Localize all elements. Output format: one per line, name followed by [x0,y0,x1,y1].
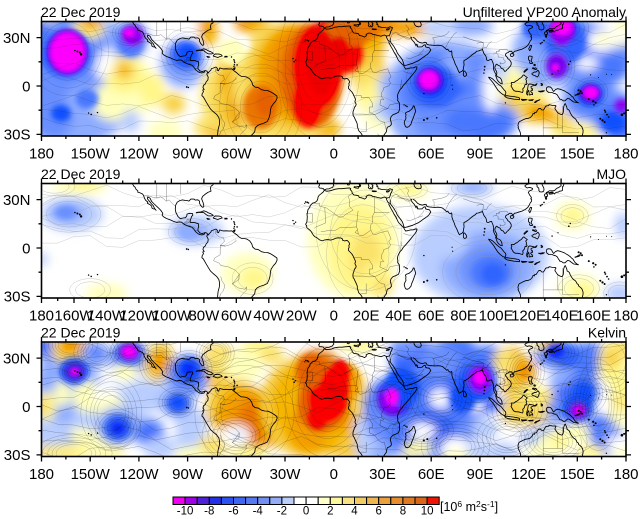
svg-text:30S: 30S [4,289,31,306]
svg-text:0: 0 [22,240,30,257]
svg-text:20E: 20E [353,307,380,324]
svg-text:60E: 60E [418,307,445,324]
svg-text:2: 2 [327,506,333,518]
svg-text:22 Dec 2019: 22 Dec 2019 [41,4,121,20]
svg-text:-4: -4 [253,506,264,518]
svg-text:120W: 120W [119,145,159,162]
svg-text:80E: 80E [450,307,477,324]
svg-text:150E: 150E [560,145,595,162]
svg-text:160W: 160W [54,307,94,324]
svg-text:30N: 30N [3,192,31,209]
svg-text:-8: -8 [204,506,214,518]
svg-text:22 Dec 2019: 22 Dec 2019 [41,324,121,340]
svg-text:0: 0 [330,145,338,162]
svg-text:90E: 90E [467,145,494,162]
svg-text:140E: 140E [544,307,579,324]
svg-text:MJO: MJO [596,166,626,182]
svg-text:60E: 60E [418,145,445,162]
svg-text:30W: 30W [270,466,302,483]
svg-text:30N: 30N [3,30,31,47]
svg-text:180: 180 [613,145,638,162]
svg-text:-2: -2 [277,506,287,518]
svg-text:10: 10 [421,506,434,518]
svg-text:180: 180 [29,145,54,162]
svg-text:Unfiltered VP200 Anomaly: Unfiltered VP200 Anomaly [463,4,626,20]
svg-text:30S: 30S [4,447,31,464]
svg-text:60W: 60W [221,307,253,324]
svg-text:180: 180 [29,466,54,483]
svg-text:180: 180 [29,307,54,324]
svg-text:90W: 90W [172,466,204,483]
svg-text:20W: 20W [286,307,318,324]
svg-text:150E: 150E [560,466,595,483]
svg-text:160E: 160E [576,307,611,324]
svg-text:80W: 80W [188,307,220,324]
svg-text:0: 0 [22,78,30,95]
svg-text:180: 180 [613,307,638,324]
svg-text:90E: 90E [467,466,494,483]
svg-text:120E: 120E [511,145,546,162]
svg-text:8: 8 [400,506,406,518]
svg-text:30W: 30W [270,145,302,162]
svg-text:60E: 60E [418,466,445,483]
svg-text:120W: 120W [119,307,159,324]
svg-text:100W: 100W [152,307,192,324]
svg-text:140W: 140W [87,307,127,324]
svg-text:90W: 90W [172,145,204,162]
svg-text:60W: 60W [221,466,253,483]
svg-text:30E: 30E [369,145,396,162]
svg-text:0: 0 [22,399,30,416]
svg-text:-10: -10 [177,506,194,518]
svg-text:6: 6 [375,506,381,518]
svg-text:150W: 150W [71,466,111,483]
svg-text:100E: 100E [479,307,514,324]
svg-text:-6: -6 [228,506,238,518]
svg-text:30N: 30N [3,350,31,367]
svg-text:0: 0 [303,506,309,518]
svg-text:30S: 30S [4,127,31,144]
svg-text:40E: 40E [385,307,412,324]
svg-text:4: 4 [351,506,358,518]
svg-text:30E: 30E [369,466,396,483]
svg-text:120E: 120E [511,307,546,324]
svg-text:120E: 120E [511,466,546,483]
svg-text:22 Dec 2019: 22 Dec 2019 [41,166,121,182]
svg-text:0: 0 [330,466,338,483]
svg-text:0: 0 [330,307,338,324]
svg-text:[106 m2s-1]: [106 m2s-1] [440,499,498,514]
svg-text:180: 180 [613,466,638,483]
svg-text:60W: 60W [221,145,253,162]
svg-text:Kelvin: Kelvin [588,324,626,340]
svg-text:120W: 120W [119,466,159,483]
svg-text:40W: 40W [253,307,285,324]
svg-text:150W: 150W [71,145,111,162]
